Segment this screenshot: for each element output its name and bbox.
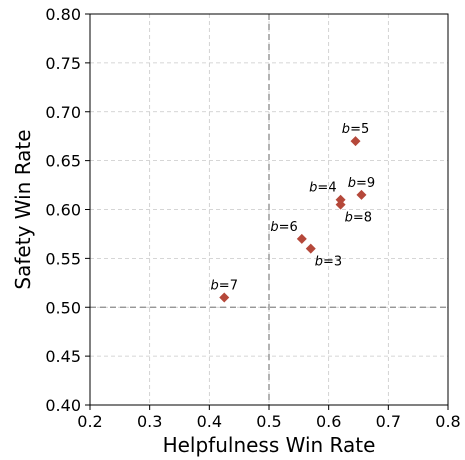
y-tick-label: 0.75 — [45, 54, 81, 73]
data-point — [350, 136, 361, 147]
data-point — [296, 233, 307, 244]
point-label: b=7 — [211, 278, 238, 293]
y-axis-ticks: 0.40 0.45 0.50 0.55 0.60 0.65 0.70 0.75 0.80 — [45, 5, 90, 415]
y-axis-title: Safety Win Rate — [11, 129, 35, 289]
point-label: b=6 — [270, 220, 297, 235]
x-tick-label: 0.2 — [77, 412, 102, 431]
data-point — [356, 189, 367, 200]
point-label: b=8 — [345, 211, 372, 226]
x-axis-ticks: 0.2 0.3 0.4 0.5 0.6 0.7 0.8 — [77, 405, 461, 431]
x-tick-label: 0.6 — [316, 412, 341, 431]
point-label: b=4 — [309, 181, 336, 196]
y-tick-label: 0.50 — [45, 298, 81, 317]
data-point — [305, 243, 316, 254]
point-labels: b=3 b=4 b=5 b=6 b=7 b=8 b=9 — [211, 122, 376, 293]
data-point — [219, 292, 230, 303]
data-point — [335, 199, 346, 210]
y-tick-label: 0.40 — [45, 396, 81, 415]
x-tick-label: 0.5 — [256, 412, 281, 431]
point-label: b=9 — [348, 176, 375, 191]
point-label: b=5 — [342, 122, 369, 137]
x-tick-label: 0.8 — [435, 412, 460, 431]
x-tick-label: 0.4 — [197, 412, 222, 431]
x-tick-label: 0.7 — [376, 412, 401, 431]
y-tick-label: 0.60 — [45, 201, 81, 220]
y-tick-label: 0.45 — [45, 347, 81, 366]
x-tick-label: 0.3 — [137, 412, 162, 431]
y-tick-label: 0.70 — [45, 103, 81, 122]
point-label: b=3 — [315, 255, 342, 270]
y-tick-label: 0.80 — [45, 5, 81, 24]
x-axis-title: Helpfulness Win Rate — [163, 433, 376, 457]
data-points — [219, 136, 367, 303]
reference-lines — [90, 14, 448, 405]
y-tick-label: 0.65 — [45, 152, 81, 171]
y-tick-label: 0.55 — [45, 249, 81, 268]
